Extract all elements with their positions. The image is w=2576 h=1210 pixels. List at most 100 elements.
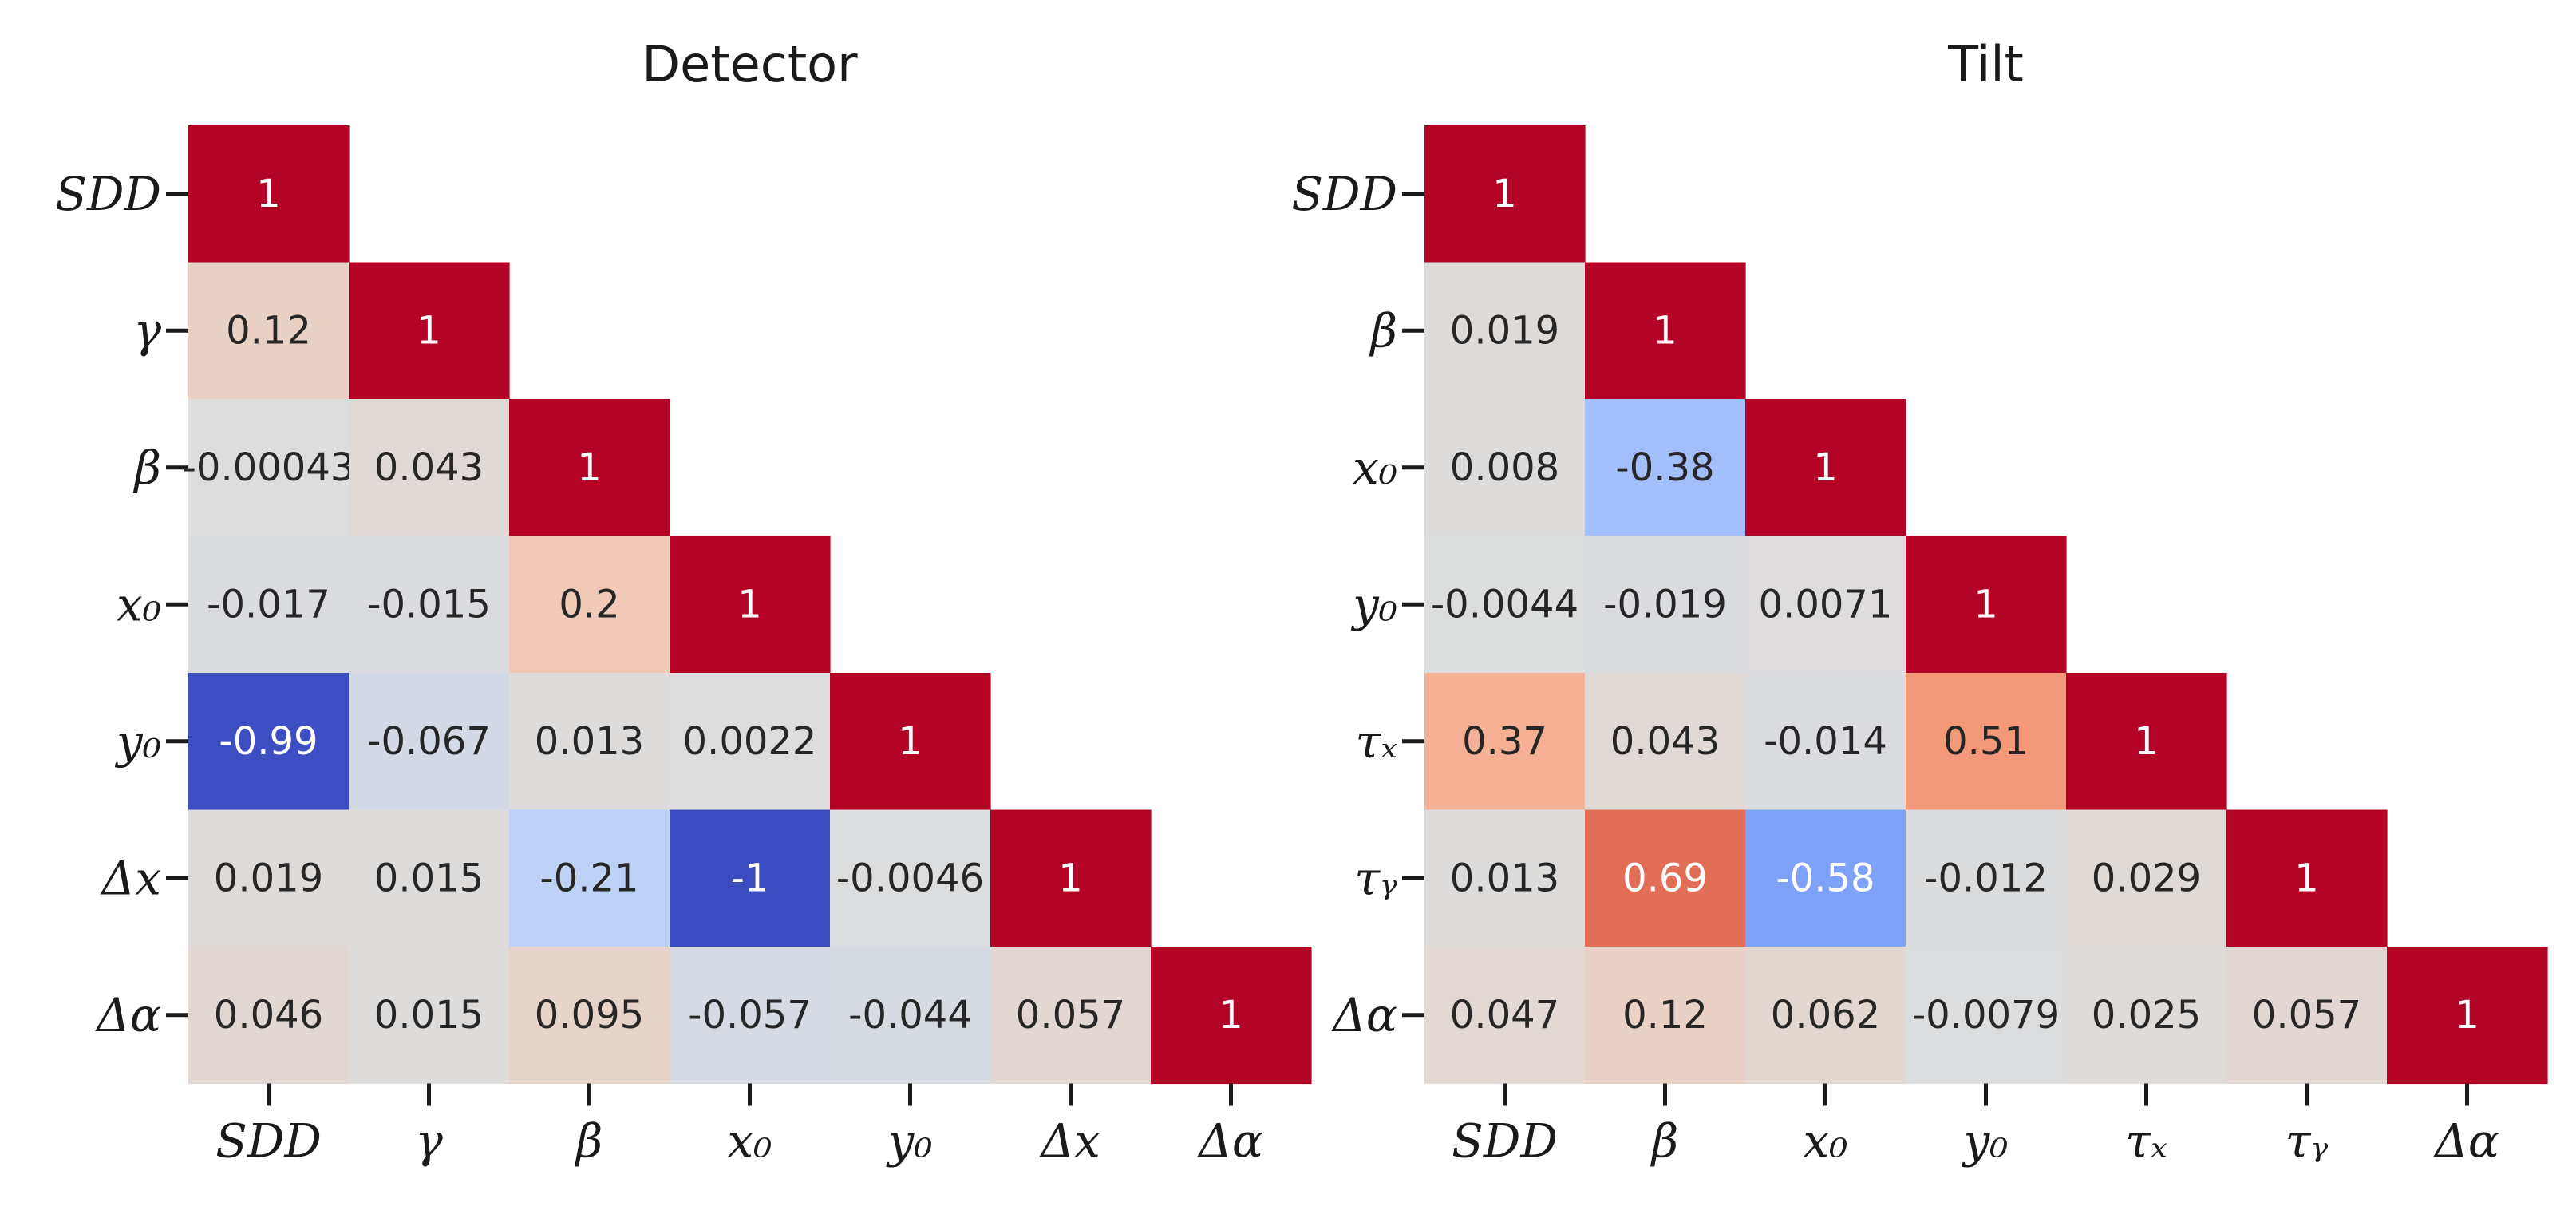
cell-value-label: 1 [737,582,762,627]
cell-value-label: 0.008 [1450,445,1559,490]
x-tick-label-beta: β [575,1114,603,1168]
heatmap-cell [349,947,510,1085]
y-tick-label-y0: y₀ [1350,577,1397,631]
heatmap-cell [1424,947,1586,1085]
heatmap-cell [2066,947,2227,1085]
y-tick-label-beta: β [132,441,161,495]
tilt-title: Tilt [1947,35,2024,93]
cell-value-label: 0.013 [535,719,644,764]
heatmap-cell [1424,125,1586,263]
heatmap-cell [188,673,350,811]
cell-value-label: 0.015 [374,993,484,1038]
cell-value-label: -0.017 [207,582,330,627]
heatmap-cell [188,947,350,1085]
x-tick-label-gamma: γ [415,1114,443,1168]
heatmap-cell [349,399,510,537]
tilt-heatmap: Tilt 1 0.019 1 0.008 -0.38 1 -0.0044 -0.019 0.007… [1291,35,2548,1168]
heatmap-cell [1745,809,1906,947]
heatmap-cell [1424,809,1586,947]
heatmap-cell [188,809,350,947]
heatmap-cell [990,809,1152,947]
cell-value-label: 1 [898,719,923,764]
cell-value-label: 0.013 [1450,856,1559,900]
cell-value-label: 1 [577,445,602,490]
heatmap-cell [509,399,670,537]
y-tick-label-delta-alpha: Δα [1331,988,1397,1042]
cell-value-label: 0.0071 [1759,582,1893,627]
heatmap-cell [1745,673,1906,811]
heatmap-cell [1585,262,1746,400]
cell-value-label: -0.99 [219,719,318,764]
heatmap-cell [188,125,350,263]
cell-value-label: 0.043 [1610,719,1720,764]
x-tick-label-delta-alpha: Δα [2433,1114,2499,1168]
cell-value-label: -0.012 [1924,856,2048,900]
heatmap-cell [830,809,991,947]
y-tick-label-sdd: SDD [1291,167,1397,221]
cell-value-label: 0.019 [1450,308,1559,353]
cell-value-label: -0.014 [1764,719,1887,764]
cell-value-label: -0.015 [367,582,491,627]
detector-title: Detector [642,35,858,93]
heatmap-cell [188,399,350,537]
cell-value-label: -0.057 [688,993,812,1038]
heatmap-cell [1424,673,1586,811]
y-tick-label-y0: y₀ [114,714,161,769]
heatmap-cell [1585,399,1746,537]
heatmap-cell [1745,947,1906,1085]
cell-value-label: 1 [417,308,441,353]
cell-value-label: -0.0044 [1431,582,1578,627]
heatmap-cell [349,809,510,947]
heatmap-cell [1906,536,2067,674]
heatmap-cell [1745,399,1906,537]
heatmap-cell [349,262,510,400]
heatmap-cell [1424,536,1586,674]
cell-value-label: 0.019 [214,856,323,900]
heatmap-cell [2226,809,2388,947]
y-tick-label-beta: β [1369,303,1397,358]
heatmap-cell [670,809,831,947]
cell-value-label: -0.00043 [183,445,355,490]
heatmap-cell [830,673,991,811]
cell-value-label: -0.044 [848,993,972,1038]
y-tick-label-gamma: γ [133,303,161,358]
heatmap-cell [830,947,991,1085]
heatmap-cell [509,536,670,674]
heatmap-cell [188,262,350,400]
cell-value-label: 0.029 [2092,856,2201,900]
cell-value-label: 0.015 [374,856,484,900]
y-tick-label-delta-x: Δx [100,851,161,905]
heatmap-cell [2226,947,2388,1085]
heatmap-cell [1424,399,1586,537]
y-tick-label-x0: x₀ [117,577,161,631]
heatmap-cell [2066,809,2227,947]
cell-value-label: 0.057 [1016,993,1125,1038]
heatmap-cell [1585,673,1746,811]
x-tick-label-x0: x₀ [1804,1114,1848,1168]
heatmap-cell [509,947,670,1085]
heatmap-cell [1424,262,1586,400]
cell-value-label: 0.51 [1943,719,2029,764]
y-tick-label-sdd: SDD [55,167,161,221]
x-tick-label-sdd: SDD [1452,1114,1558,1168]
cell-value-label: -0.21 [539,856,638,900]
cell-value-label: 0.69 [1622,856,1708,900]
x-tick-label-x0: x₀ [728,1114,772,1168]
heatmap-cell [990,947,1152,1085]
cell-value-label: -0.58 [1776,856,1875,900]
cell-value-label: 0.043 [374,445,484,490]
y-tick-label-x0: x₀ [1353,441,1397,495]
heatmap-cell [1906,809,2067,947]
cell-value-label: 1 [1492,172,1517,216]
cell-value-label: 1 [256,172,281,216]
cell-value-label: 0.12 [1622,993,1708,1038]
cell-value-label: 1 [1813,445,1838,490]
cell-value-label: 0.12 [226,308,311,353]
cell-value-label: 0.062 [1771,993,1880,1038]
cell-value-label: 1 [2134,719,2159,764]
heatmap-cell [509,673,670,811]
x-tick-label-y0: y₀ [885,1114,932,1168]
x-tick-label-delta-alpha: Δα [1197,1114,1263,1168]
cell-value-label: -1 [731,856,769,900]
